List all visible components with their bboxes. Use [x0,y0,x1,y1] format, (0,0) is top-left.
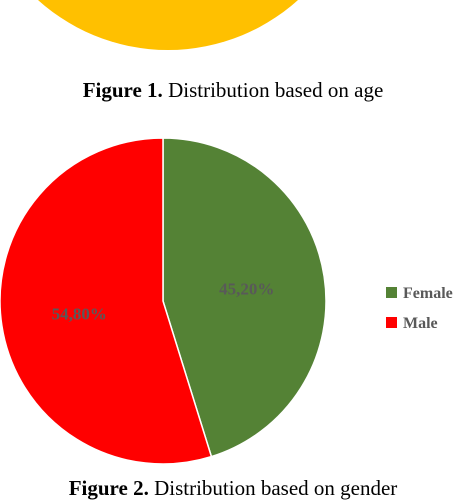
legend-label: Female [403,285,453,302]
pie-chart: 45,20% 54,80% [0,137,327,465]
legend: Female Male [386,285,453,332]
legend-label: Male [403,315,438,332]
data-label: 45,20% [219,279,274,298]
caption-label: Figure 1. [83,78,163,102]
legend-swatch [386,287,397,298]
data-label: 54,80% [52,305,107,324]
figure2-caption: Figure 2. Distribution based on gender [69,476,398,500]
figure1-pie-fragment [38,0,298,50]
figure1-caption: Figure 1. Distribution based on age [83,78,384,102]
legend-swatch [386,317,397,328]
caption-text: Distribution based on gender [154,476,397,500]
caption-text: Distribution based on age [168,78,383,102]
pie-slice [162,137,327,458]
pie-slice [0,137,213,465]
caption-label: Figure 2. [69,476,149,500]
